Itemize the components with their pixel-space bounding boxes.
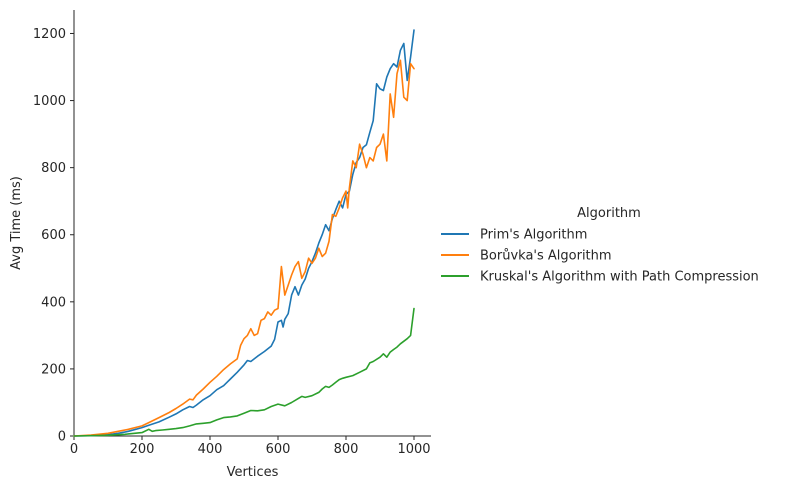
y-tick-label: 600 xyxy=(41,228,66,243)
legend-items: Prim's Algorithm Borůvka's Algorithm Krusk… xyxy=(441,228,759,285)
x-tick-label: 400 xyxy=(198,442,223,457)
series-line-2 xyxy=(73,59,415,437)
y-tick-label: 1200 xyxy=(33,27,66,42)
y-tick-label: 400 xyxy=(41,295,66,310)
x-tick-label: 600 xyxy=(266,442,291,457)
legend: Algorithm Prim's Algorithm Borůvka's Algo… xyxy=(441,206,759,285)
y-tick-label: 0 xyxy=(58,430,66,445)
x-tick-label: 1000 xyxy=(397,442,430,457)
x-tick-label: 200 xyxy=(130,442,155,457)
legend-label-2: Borůvka's Algorithm xyxy=(480,249,612,264)
x-axis-label: Vertices xyxy=(227,465,279,480)
y-axis-label: Avg Time (ms) xyxy=(9,176,24,270)
x-tick-label: 800 xyxy=(334,442,359,457)
legend-title: Algorithm xyxy=(577,206,641,221)
legend-label-1: Prim's Algorithm xyxy=(480,228,587,243)
series-layer xyxy=(73,29,415,437)
y-tick-label: 1000 xyxy=(33,94,66,109)
series-line-1 xyxy=(73,29,415,437)
x-tick-label: 0 xyxy=(70,442,78,457)
axes-layer: 0 200 400 600 800 1000 0 200 400 600 800 1000 1200 xyxy=(33,10,431,457)
series-line-3 xyxy=(73,307,415,437)
y-tick-label: 800 xyxy=(41,161,66,176)
y-tick-label: 200 xyxy=(41,362,66,377)
legend-label-3: Kruskal's Algorithm with Path Compressio… xyxy=(480,270,759,285)
